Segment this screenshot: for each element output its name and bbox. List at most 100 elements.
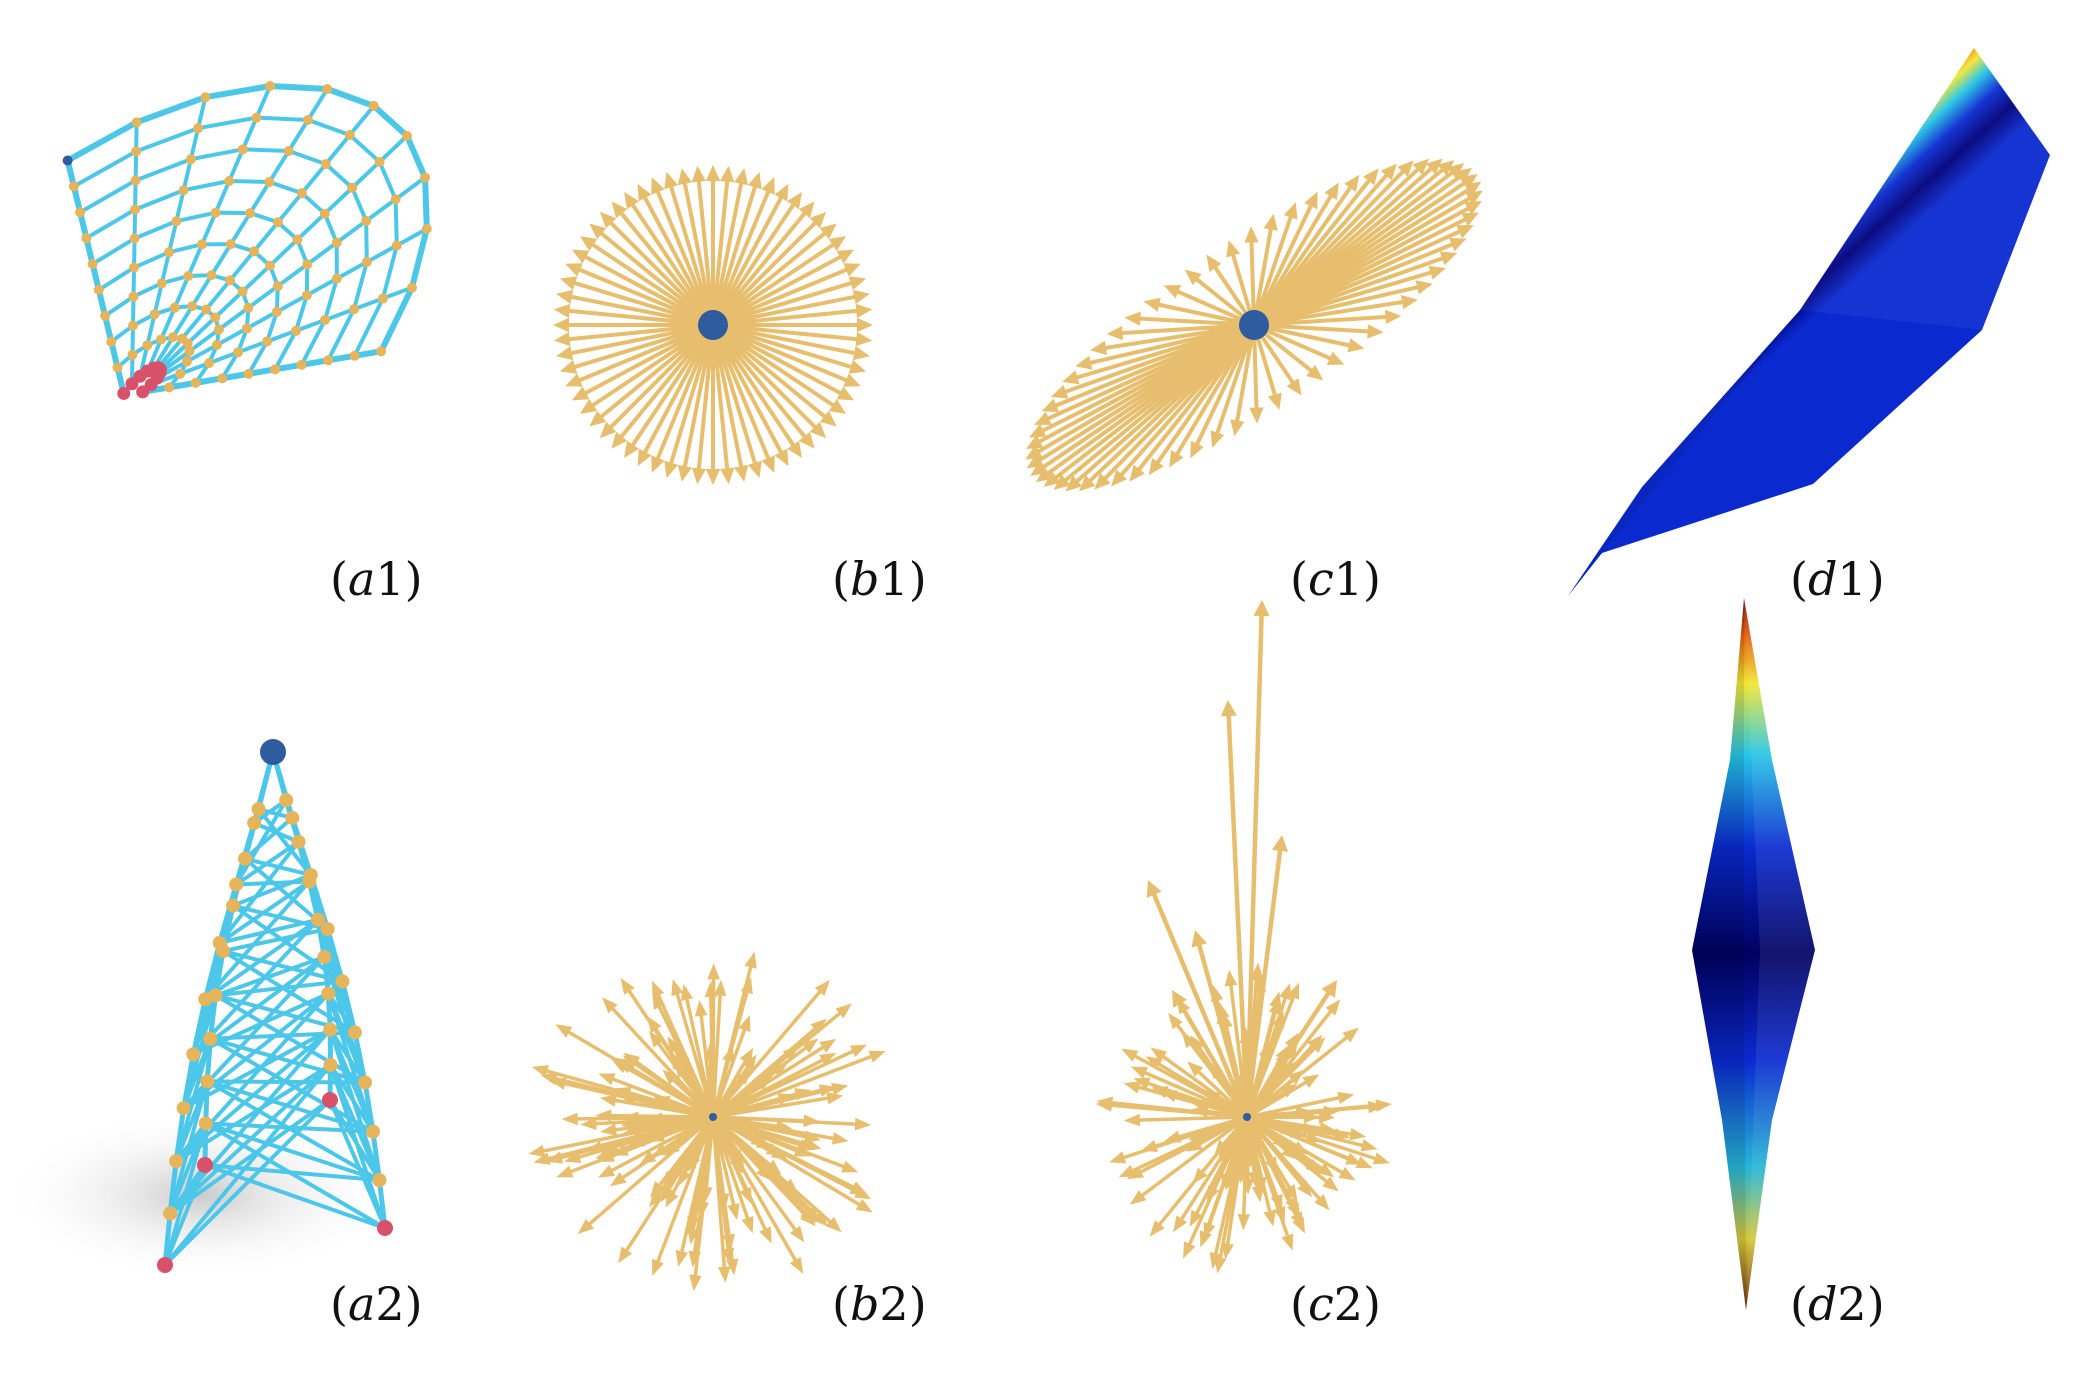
b1-arrow-shaft (573, 281, 715, 327)
a1-node (401, 130, 412, 141)
c1-arrow-shaft (1252, 323, 1370, 334)
c2-arrow-shaft (1245, 1115, 1360, 1164)
c2-arrow-shaft (1245, 1105, 1371, 1119)
c2-arrow-head (1150, 1047, 1168, 1062)
b2-arrow-head (669, 1053, 684, 1070)
c1-arrow-head (1286, 378, 1302, 396)
c2-arrow-head (1123, 1081, 1141, 1094)
b2-arrow-head (602, 997, 618, 1014)
a2-node (321, 986, 336, 1001)
a1-beam (79, 178, 137, 214)
c1-arrow-head (1050, 384, 1069, 399)
b1-arrow-head (589, 410, 607, 427)
b2-arrow-shaft (667, 1115, 715, 1191)
a1-node (292, 234, 303, 245)
label-c1: (c1) (1290, 552, 1381, 606)
b1-arrow-head (559, 276, 578, 291)
a1-beam (229, 179, 270, 185)
b2-arrow-head (577, 1218, 595, 1235)
a2-node (279, 793, 294, 808)
b1-arrow-shaft (609, 221, 715, 327)
c1-arrow-head (1062, 370, 1080, 385)
c2-arrow-shaft (1245, 1115, 1288, 1152)
a1-node (420, 172, 431, 183)
b2-arrow-head (713, 979, 727, 996)
b2-arrow-head (850, 1181, 868, 1195)
a1-beam (323, 186, 354, 216)
b1-arrow-head (556, 346, 574, 361)
b2-arrow-shaft (609, 1113, 715, 1119)
c2-arrow-shaft (1245, 1115, 1300, 1222)
c2-arrow-head (1181, 1031, 1197, 1049)
b1-arrow-shaft (577, 323, 715, 383)
a1-node (237, 144, 248, 155)
a1-node (87, 259, 98, 270)
a1-node (347, 182, 358, 193)
b2-arrow-head (841, 1160, 859, 1173)
a1-beam (185, 343, 218, 364)
c2-arrow-head (1149, 1220, 1165, 1237)
a1-beam (197, 115, 257, 131)
a1-beam (103, 294, 135, 318)
b1-arrow-head (599, 211, 617, 229)
b2-arrow-head (649, 1190, 664, 1208)
c2-arrow-head (1283, 1184, 1298, 1202)
c1-arrow-head (1363, 168, 1379, 186)
a1-beam (324, 307, 355, 322)
c1-arrow-head (1454, 167, 1473, 184)
a1-beam (350, 186, 368, 222)
b1-arrow-head (819, 223, 837, 240)
b2-arrow-head (531, 1065, 549, 1078)
c2-long-arrow-head (1253, 600, 1270, 617)
b2-arrow-head (804, 1206, 821, 1223)
a1-beam (377, 161, 398, 200)
c2-arrow-head (1297, 1180, 1313, 1198)
b1-arrow-head (677, 168, 692, 186)
b2-arrow-head (586, 1140, 604, 1153)
c1-arrow-shaft (1157, 302, 1256, 327)
a1-beam (364, 197, 397, 223)
b2-arrow-head (564, 1150, 582, 1164)
label-d1: (d1) (1790, 552, 1885, 606)
b1-arrow-head (637, 448, 652, 467)
a1-node (201, 304, 212, 315)
a1-beam (256, 115, 309, 123)
b2-arrow-head (678, 1169, 692, 1187)
a1-node (265, 81, 276, 92)
a2-brace-beam (182, 1027, 332, 1110)
c2-arrow-head (1235, 1166, 1249, 1184)
a1-beam (204, 83, 271, 101)
b1-load-point (698, 310, 728, 340)
b2-arrow-shaft (656, 1115, 715, 1263)
b2-arrow-head (740, 977, 753, 995)
a1-beam (322, 212, 339, 244)
b1-arrow-head (579, 399, 598, 414)
a1-node (127, 349, 138, 360)
b1-arrow-head (761, 177, 775, 195)
a1-node (130, 204, 141, 215)
b2-load-point (709, 1113, 717, 1121)
b1-arrow-head (798, 201, 815, 219)
panel-d1-colored-surface (1568, 48, 2050, 596)
a2-leg-beam (207, 995, 219, 1040)
c1-arrow-head (1065, 475, 1083, 492)
b2-arrow-shaft (711, 1087, 835, 1119)
c2-long-arrow-head (1321, 980, 1337, 998)
b2-arrow-head (765, 1159, 782, 1175)
a1-node (112, 362, 123, 373)
b2-arrow-head (826, 1091, 844, 1105)
a1-node (106, 336, 117, 347)
c2-arrow-shaft (1197, 1070, 1249, 1119)
c2-long-arrow-shaft (1177, 1001, 1250, 1120)
c2-arrow-head (1333, 1128, 1351, 1141)
d2-body (1692, 598, 1815, 1310)
a1-beam (305, 276, 338, 297)
c2-arrow-head (1375, 1099, 1393, 1112)
a1-beam (228, 250, 256, 282)
b1-arrow-shaft (711, 267, 849, 327)
a1-beam (135, 126, 199, 154)
b1-arrow-head (559, 359, 578, 374)
b2-arrow-head (598, 1164, 616, 1178)
a1-node (406, 282, 417, 293)
c2-long-arrow-shaft (1151, 892, 1250, 1120)
